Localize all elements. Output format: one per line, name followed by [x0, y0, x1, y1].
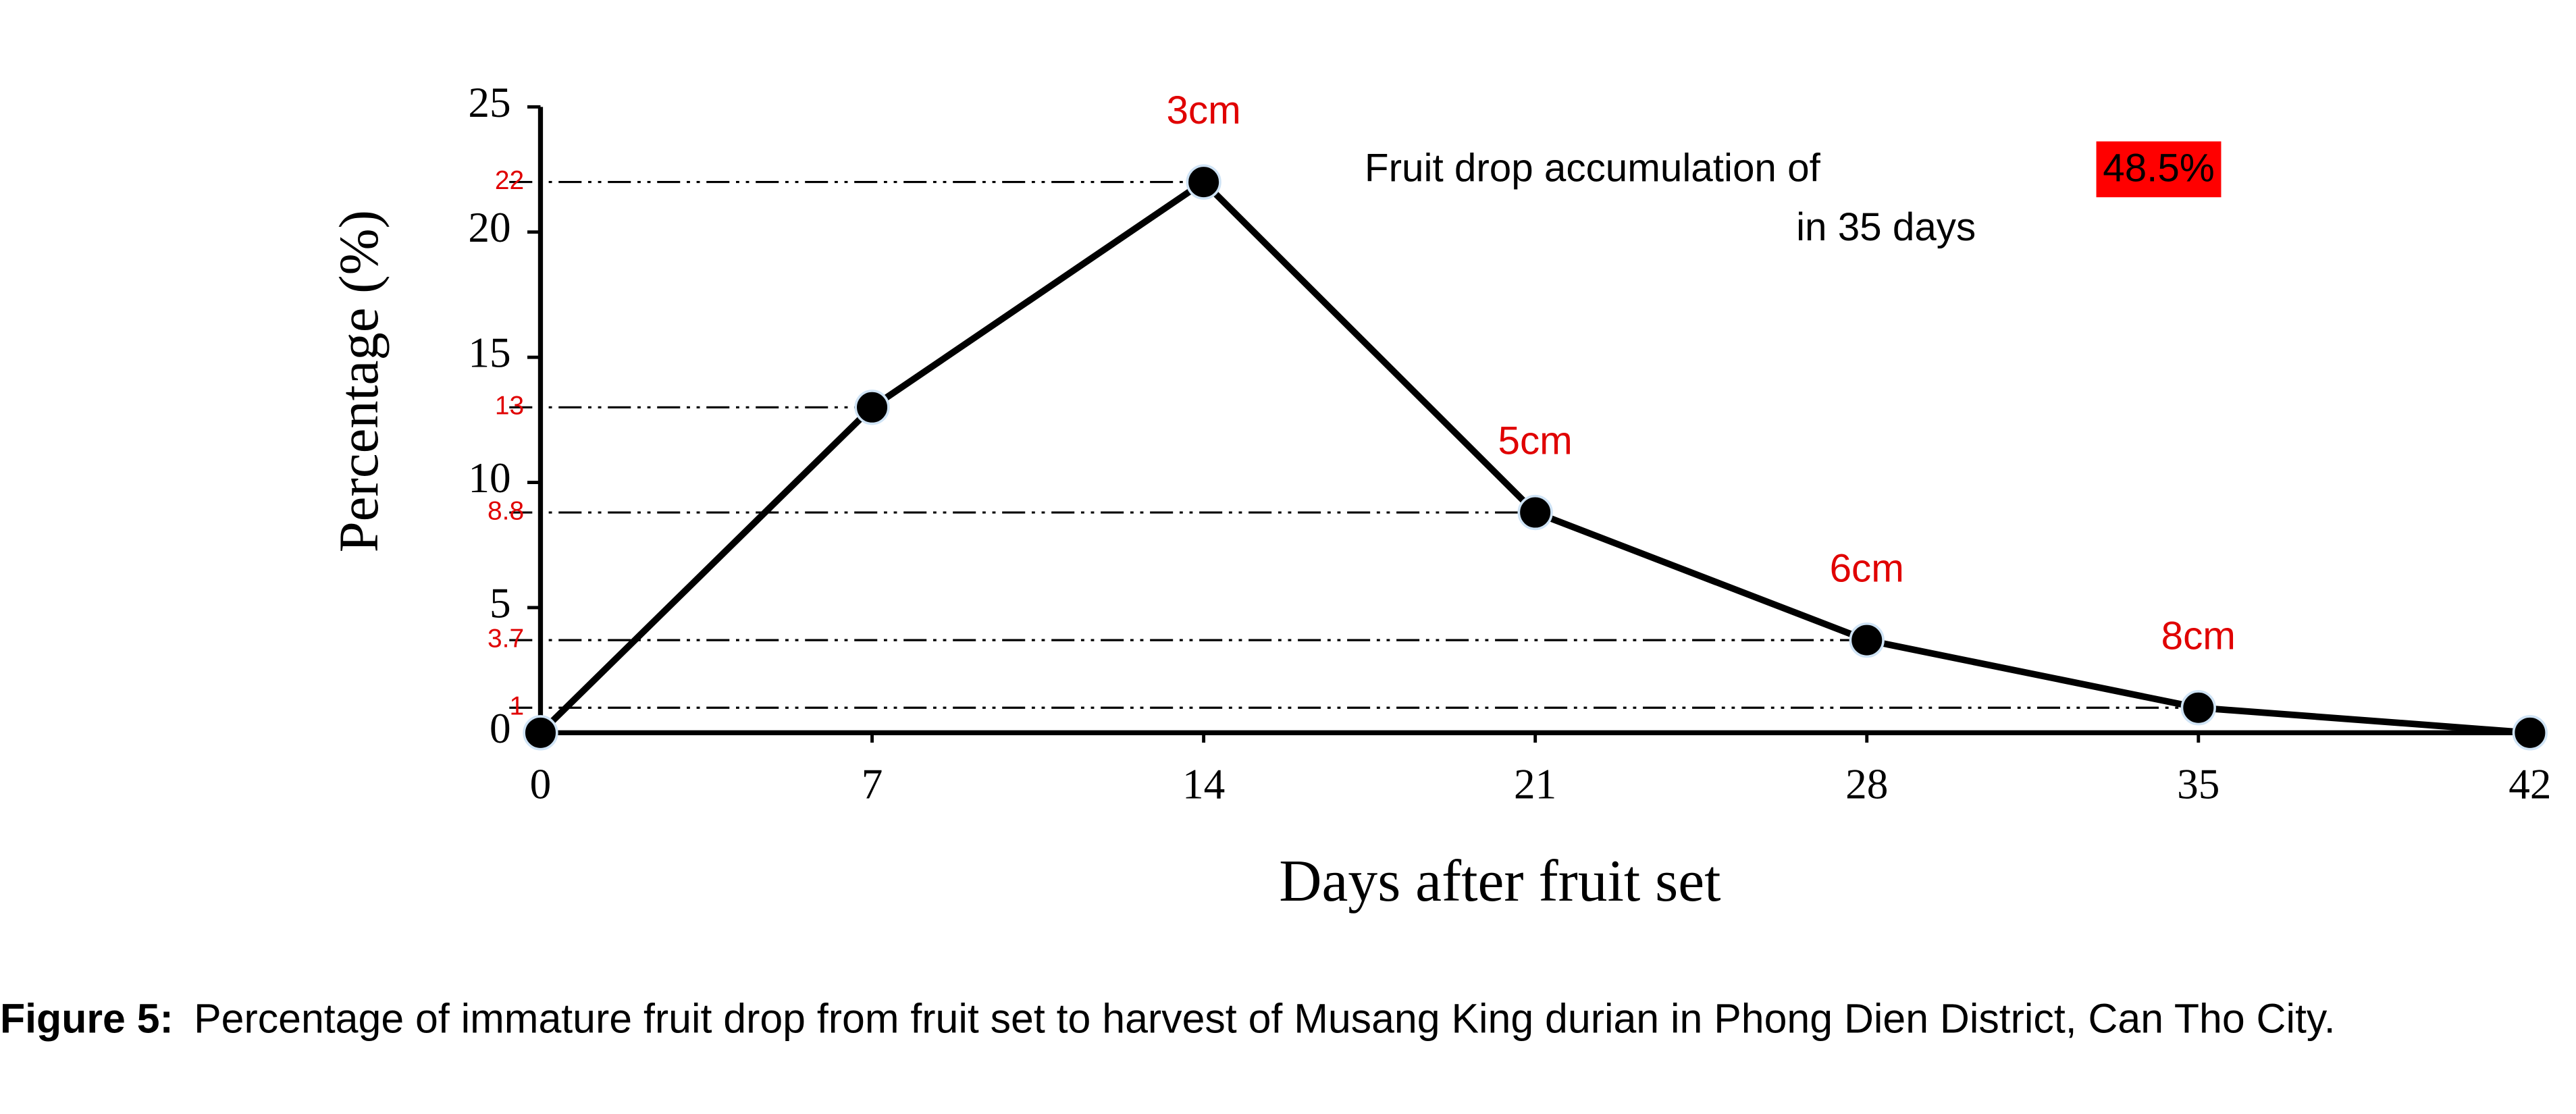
point-label: 6cm — [1830, 546, 1904, 590]
point-label: 3cm — [1166, 88, 1240, 132]
caption-text: Percentage of immature fruit drop from f… — [194, 996, 2336, 1042]
point — [1186, 164, 1221, 200]
point — [2512, 715, 2548, 751]
highlight-box — [2096, 141, 2222, 198]
y-tick-label: 5 — [490, 579, 511, 627]
y-axis-label: Percentage (%) — [327, 210, 390, 553]
point — [1849, 622, 1885, 658]
y-tick-label: 10 — [468, 454, 510, 502]
caption-label: Figure 5: — [0, 996, 174, 1042]
reference-label: 1 — [509, 692, 524, 721]
reference-label: 8.8 — [488, 496, 524, 525]
annotation: in 35 days — [1796, 205, 1976, 249]
x-axis-label: Days after fruit set — [1279, 848, 1720, 913]
x-tick-label: 21 — [1514, 761, 1556, 808]
annotation-highlight: 48.5% — [2103, 147, 2215, 190]
x-tick-label: 28 — [1845, 761, 1888, 808]
reference-label: 3.7 — [488, 624, 524, 653]
x-tick-label: 0 — [530, 761, 552, 808]
annotation: Fruit drop accumulation of — [1365, 147, 1821, 190]
point-label: 8cm — [2161, 614, 2236, 658]
x-tick-label: 35 — [2177, 761, 2219, 808]
point-label: 5cm — [1498, 419, 1573, 462]
x-tick-label: 42 — [2508, 761, 2551, 808]
x-tick-label: 7 — [862, 761, 883, 808]
y-tick-label: 25 — [468, 79, 510, 126]
y-tick-label: 15 — [468, 329, 510, 377]
point — [2180, 690, 2216, 726]
y-tick-label: 20 — [468, 204, 510, 251]
reference-label: 13 — [495, 392, 524, 421]
point — [523, 715, 558, 751]
y-tick-label: 0 — [490, 705, 511, 752]
x-tick-label: 14 — [1182, 761, 1225, 808]
reference-label: 22 — [495, 166, 524, 195]
point — [1517, 494, 1553, 531]
point — [854, 390, 890, 425]
